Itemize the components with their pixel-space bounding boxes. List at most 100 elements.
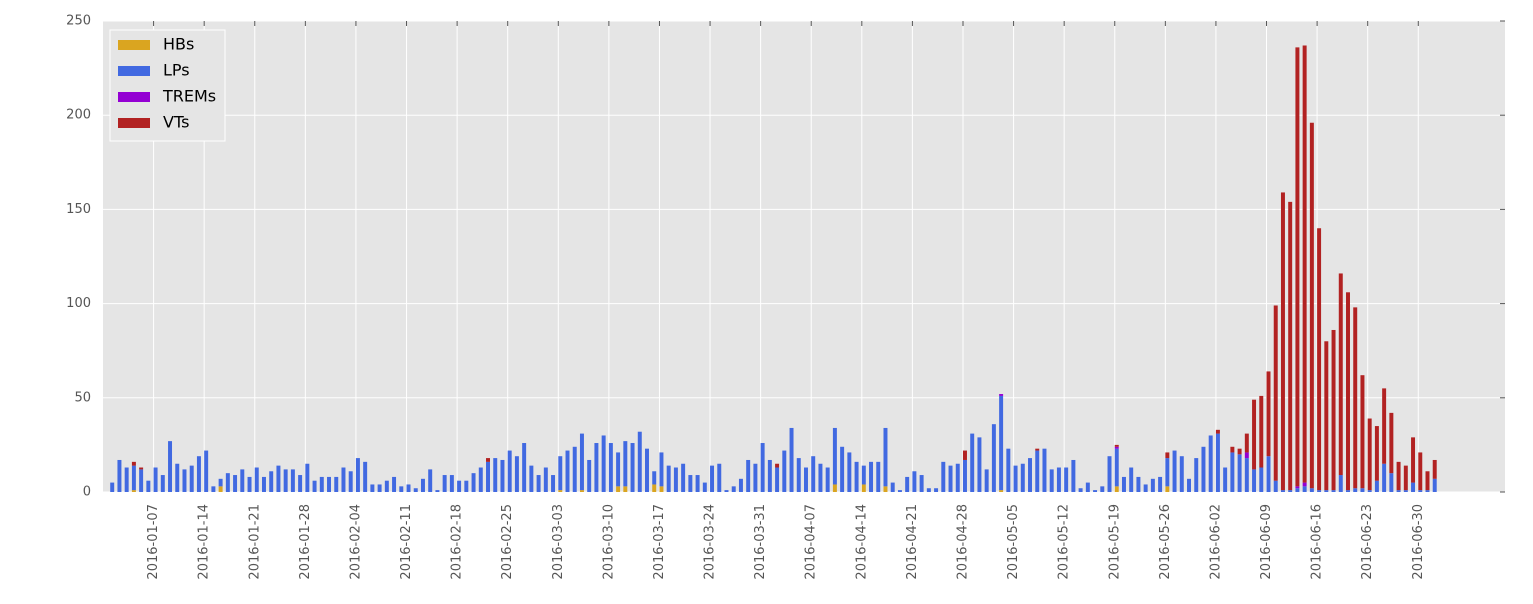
bar-segment bbox=[1418, 490, 1423, 492]
bar-segment bbox=[572, 446, 577, 492]
bar-segment bbox=[139, 467, 144, 470]
bar-segment bbox=[1288, 201, 1293, 491]
bar-segment bbox=[1425, 490, 1430, 492]
bar-segment bbox=[370, 484, 375, 492]
bar-segment bbox=[327, 476, 332, 492]
bar-segment bbox=[1100, 486, 1105, 492]
bar-segment bbox=[1259, 395, 1264, 468]
bar-segment bbox=[955, 463, 960, 492]
x-tick-label: 2016-01-07 bbox=[146, 504, 161, 580]
x-tick-label: 2016-05-12 bbox=[1057, 504, 1072, 580]
bar-segment bbox=[905, 476, 910, 492]
bar-segment bbox=[1114, 446, 1119, 449]
bar-segment bbox=[1259, 467, 1264, 492]
bar-segment bbox=[247, 476, 252, 492]
bar-segment bbox=[276, 465, 281, 492]
bar-segment bbox=[124, 467, 129, 492]
bar-segment bbox=[876, 461, 881, 492]
bar-segment bbox=[702, 482, 707, 492]
bar-segment bbox=[767, 459, 772, 492]
bar-segment bbox=[883, 486, 888, 492]
bar-segment bbox=[283, 469, 288, 492]
y-tick-label: 250 bbox=[66, 14, 91, 29]
bar-segment bbox=[738, 478, 743, 492]
bar-segment bbox=[1295, 488, 1300, 492]
bar-segment bbox=[941, 461, 946, 492]
grid bbox=[103, 20, 1505, 493]
bar-segment bbox=[269, 471, 274, 492]
bar-segment bbox=[131, 461, 136, 466]
bar-segment bbox=[854, 461, 859, 492]
bar-segment bbox=[507, 450, 512, 492]
bar-segment bbox=[999, 490, 1004, 492]
bar-segment bbox=[1382, 388, 1387, 464]
bar-segment bbox=[1114, 444, 1119, 447]
bar-segment bbox=[1411, 482, 1416, 492]
bar-segment bbox=[1114, 486, 1119, 492]
bar-segment bbox=[825, 467, 830, 492]
legend-label: VTs bbox=[163, 113, 189, 132]
bar-segment bbox=[832, 484, 837, 492]
bar-segment bbox=[261, 476, 266, 492]
x-tick-label: 2016-06-23 bbox=[1360, 504, 1375, 580]
bar-segment bbox=[1331, 329, 1336, 491]
bar-segment bbox=[1179, 456, 1184, 492]
bar-segment bbox=[1331, 490, 1336, 492]
bar-segment bbox=[608, 443, 613, 492]
bar-segment bbox=[984, 469, 989, 492]
bar-segment bbox=[775, 463, 780, 468]
bar-segment bbox=[601, 435, 606, 492]
bar-segment bbox=[196, 456, 201, 492]
bar-segment bbox=[847, 452, 852, 492]
bar-segment bbox=[1403, 465, 1408, 491]
bar-segment bbox=[1150, 478, 1155, 492]
bar-segment bbox=[789, 427, 794, 492]
bar-segment bbox=[1252, 399, 1257, 470]
bar-segment bbox=[522, 443, 527, 492]
bar-segment bbox=[1396, 461, 1401, 491]
bar-segment bbox=[536, 475, 541, 492]
bar-segment bbox=[717, 463, 722, 492]
bar-segment bbox=[1028, 458, 1033, 492]
bar-segment bbox=[579, 490, 584, 492]
bar-segment bbox=[233, 475, 238, 492]
bar-segment bbox=[348, 471, 353, 492]
bar-segment bbox=[746, 459, 751, 492]
bar-segment bbox=[1078, 488, 1083, 492]
bar-segment bbox=[1114, 448, 1119, 487]
bar-segment bbox=[681, 463, 686, 492]
bar-segment bbox=[710, 465, 715, 492]
bar-segment bbox=[1288, 490, 1293, 492]
bar-segment bbox=[1013, 465, 1018, 492]
x-tick-label: 2016-05-05 bbox=[1006, 504, 1021, 580]
bar-segment bbox=[926, 488, 931, 492]
bar-segment bbox=[1244, 458, 1249, 492]
bar-segment bbox=[1418, 452, 1423, 491]
bar-segment bbox=[471, 473, 476, 492]
bar-segment bbox=[804, 467, 808, 492]
bar-segment bbox=[695, 475, 700, 492]
y-tick-label: 0 bbox=[83, 485, 91, 500]
bar-segment bbox=[616, 486, 621, 492]
bar-segment bbox=[1107, 456, 1112, 492]
bar-segment bbox=[1237, 454, 1242, 492]
x-tick-label: 2016-03-24 bbox=[703, 504, 718, 580]
bar-segment bbox=[1273, 305, 1278, 481]
bar-segment bbox=[775, 467, 780, 492]
bar-segment bbox=[897, 490, 902, 492]
bar-segment bbox=[110, 482, 115, 492]
bar-segment bbox=[1280, 192, 1285, 491]
bar-segment bbox=[1324, 341, 1329, 491]
bar-segment bbox=[1064, 467, 1069, 492]
bar-segment bbox=[182, 469, 187, 492]
bar-segment bbox=[1367, 490, 1372, 492]
x-tick-label: 2016-02-04 bbox=[348, 504, 363, 580]
bar-segment bbox=[1302, 486, 1307, 492]
bar-segment bbox=[1223, 467, 1228, 492]
bar-segment bbox=[240, 469, 245, 492]
bar-segment bbox=[131, 490, 136, 492]
bar-segment bbox=[1317, 228, 1322, 491]
bar-segment bbox=[861, 484, 866, 492]
bar-segment bbox=[1280, 490, 1285, 492]
bar-segment bbox=[1273, 480, 1278, 492]
